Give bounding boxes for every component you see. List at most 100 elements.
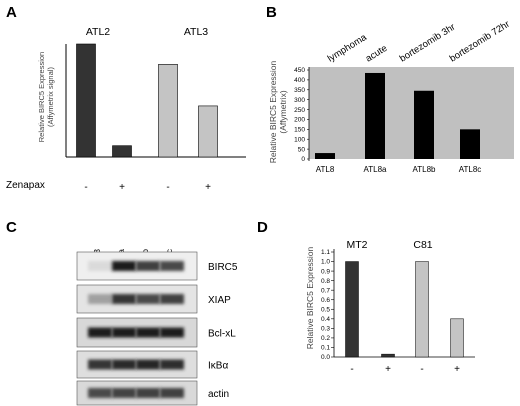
panel-b-condition-label: acute (364, 43, 390, 65)
blot-band (112, 261, 136, 271)
blot-band (136, 359, 160, 370)
panel-d-y-tick-label: 0.4 (321, 316, 330, 323)
panel-a-treatment-sign-1: - (84, 182, 87, 193)
panel-a-bar-4 (198, 105, 218, 158)
panel-d-y-tick-label: 1.1 (321, 249, 330, 256)
panel-d-y-tick-label: 0.6 (321, 297, 330, 304)
blot-band (112, 388, 136, 398)
blot-band (160, 359, 184, 370)
panel-d-treatment-sign-4: + (454, 364, 460, 375)
panel-a-letter: A (6, 4, 17, 21)
blot-band (136, 327, 160, 338)
panel-b-category-label: ATL8 (316, 165, 335, 174)
panel-d-group-label-c81: C81 (413, 239, 432, 251)
panel-b-y-tick-label: 0 (301, 156, 305, 163)
blot-protein-label: actin (208, 389, 229, 400)
panel-d-bar-4 (450, 318, 464, 358)
panel-b-y-tick-label: 50 (298, 146, 306, 153)
blot-protein-label: Bcl-xL (208, 329, 236, 340)
panel-a-bar-2 (112, 145, 132, 158)
panel-d-bar-2 (381, 353, 395, 358)
panel-b-y-tick-label: 200 (294, 117, 305, 124)
panel-d-treatment-sign-2: + (385, 364, 391, 375)
blot-band (88, 388, 112, 398)
panel-d-bar-3 (415, 261, 429, 358)
panel-b-y-tick-label: 150 (294, 127, 305, 134)
blot-band (112, 327, 136, 338)
panel-b-y-axis-title: Relative BIRC5 Expression(Affymetrix) (268, 60, 288, 163)
panel-d-y-ticks: 0.0 0.1 0.2 0.3 0.4 0.5 0.6 0.7 0.8 0.9 1.0 1.1 (321, 249, 334, 361)
panel-b-bar-atl8 (315, 153, 335, 159)
panel-b-bars: ATL8 ATL8a ATL8b ATL8c (315, 72, 482, 174)
panel-d-bars: - + - + (345, 261, 464, 375)
panel-d-y-tick-label: 0.7 (321, 287, 330, 294)
panel-a: A Relative BIRC5 Expression(Affymetrix s… (6, 4, 246, 193)
panel-a-bar-3 (158, 64, 178, 158)
panel-d-y-tick-label: 0.0 (321, 354, 330, 361)
blot-band (112, 359, 136, 370)
panel-d-letter: D (257, 219, 268, 236)
panel-d-y-tick-label: 0.9 (321, 268, 330, 275)
blot-band (160, 294, 184, 304)
panel-b-letter: B (266, 4, 277, 21)
panel-b-y-tick-label: 400 (294, 77, 305, 84)
blot-band (136, 261, 160, 271)
panel-a-treatment-label: Zenapax (6, 180, 45, 191)
panel-b-condition-label: bortezomib 3hr (398, 22, 458, 65)
panel-b-y-ticks: 0 50 100 150 200 250 300 350 400 450 (294, 67, 309, 163)
blot-protein-label: IκBα (208, 361, 228, 372)
panel-b-y-tick-label: 450 (294, 67, 305, 74)
blot-band (88, 327, 112, 338)
panel-d-y-tick-label: 1.0 (321, 259, 330, 266)
panel-a-group-label-atl3: ATL3 (184, 26, 208, 38)
panel-d-y-tick-label: 0.1 (321, 345, 330, 352)
panel-d-y-tick-label: 0.2 (321, 335, 330, 342)
panel-b-bar-atl8b (414, 90, 434, 159)
panel-b-y-tick-label: 350 (294, 87, 305, 94)
panel-b-condition-label: lymphoma (326, 32, 370, 65)
panel-d-bar-1 (345, 261, 359, 358)
panel-c-letter: C (6, 219, 17, 236)
blot-protein-label: XIAP (208, 295, 231, 306)
panel-b-condition-label: bortezomib 72hr (448, 19, 512, 65)
blot-band (136, 294, 160, 304)
blot-band (160, 261, 184, 271)
blot-band (160, 327, 184, 338)
panel-b-bar-atl8c (460, 129, 480, 159)
panel-d-y-tick-label: 0.8 (321, 278, 330, 285)
panel-b-category-label: ATL8c (459, 165, 482, 174)
panel-b-y-tick-label: 300 (294, 97, 305, 104)
panel-a-group-label-atl2: ATL2 (86, 26, 110, 38)
blot-band (88, 261, 112, 271)
panel-a-treatment-sign-4: + (205, 182, 211, 193)
panel-b-plot-area (309, 67, 514, 159)
panel-d-y-tick-label: 0.5 (321, 306, 330, 313)
panel-d-y-tick-label: 0.3 (321, 326, 330, 333)
panel-a-treatment-sign-3: - (166, 182, 169, 193)
blot-band (88, 294, 112, 304)
panel-a-y-axis-title: Relative BIRC5 Expression(Affymetrix sig… (37, 52, 55, 142)
panel-d-group-label-mt2: MT2 (347, 239, 368, 251)
panel-a-treatment-sign-2: + (119, 182, 125, 193)
blot-band (112, 294, 136, 304)
panel-b-category-label: ATL8b (413, 165, 437, 174)
blot-band (136, 388, 160, 398)
panel-b-category-label: ATL8a (364, 165, 388, 174)
blot-band (160, 388, 184, 398)
panel-a-bars: - + - + (76, 43, 218, 193)
panel-b: B Relative BIRC5 Expression(Affymetrix) … (266, 4, 514, 174)
panel-b-bar-atl8a (365, 72, 385, 159)
panel-b-y-tick-label: 250 (294, 107, 305, 114)
panel-d-treatment-sign-3: - (420, 364, 423, 375)
panel-d-treatment-sign-1: - (350, 364, 353, 375)
blot-band (88, 359, 112, 370)
panel-d-y-axis-title: Relative BIRC5 Expression (305, 246, 315, 349)
panel-a-bar-1 (76, 43, 96, 158)
blot-strips: BIRC5 XIAP Bcl-xL IκBα actin (76, 251, 238, 406)
blot-protein-label: BIRC5 (208, 262, 238, 273)
panel-d: D Relative BIRC5 Expression 0.0 0.1 0.2 0.3… (257, 219, 475, 375)
panel-b-y-tick-label: 100 (294, 136, 305, 143)
